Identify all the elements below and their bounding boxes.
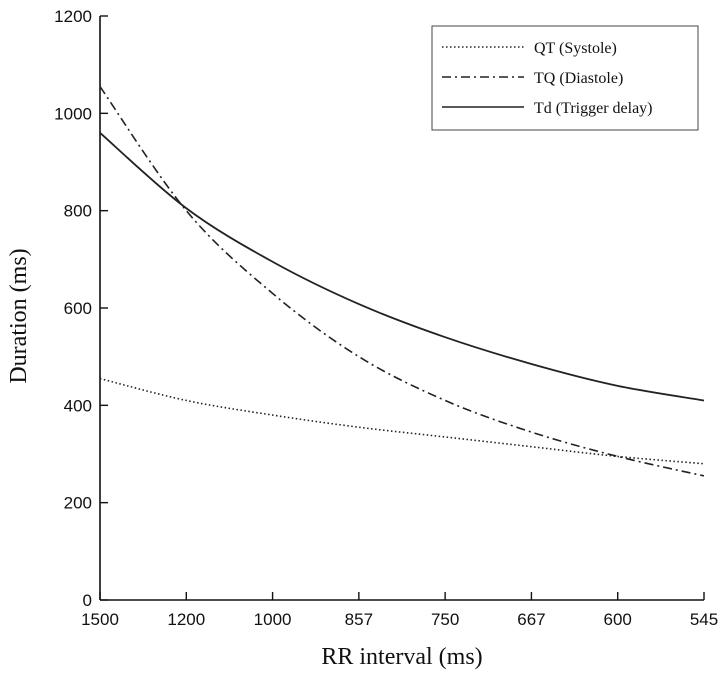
x-tick-label: 750	[431, 610, 459, 629]
y-tick-label: 0	[83, 591, 92, 610]
x-tick-label: 600	[604, 610, 632, 629]
legend-box	[431, 25, 699, 131]
y-axis-ticks: 0 200 400 600 800 1000 1200	[54, 7, 108, 610]
x-tick-label: 857	[345, 610, 373, 629]
y-tick-label: 1200	[54, 7, 92, 26]
legend-label: TQ (Diastole)	[534, 70, 623, 87]
x-tick-label: 667	[517, 610, 545, 629]
legend-label: QT (Systole)	[534, 40, 617, 57]
x-tick-label: 1000	[254, 610, 292, 629]
legend-label: Td (Trigger delay)	[534, 100, 653, 117]
y-tick-label: 1000	[54, 104, 92, 123]
x-axis-ticks: 1500 1200 1000 857 750 667 600 545	[81, 592, 718, 629]
x-tick-label: 1500	[81, 610, 119, 629]
legend: QT (Systole) TQ (Diastole) Td (Trigger del…	[431, 25, 699, 131]
y-tick-label: 400	[64, 396, 92, 415]
series-line-td	[99, 132, 705, 402]
y-axis-title: Duration (ms)	[6, 248, 32, 383]
y-tick-label: 600	[64, 299, 92, 318]
x-axis-title: RR interval (ms)	[321, 644, 482, 670]
series-layer	[99, 86, 705, 477]
x-tick-label: 545	[690, 610, 718, 629]
series-line-tq	[99, 86, 705, 477]
y-tick-label: 800	[64, 202, 92, 221]
x-tick-label: 1200	[167, 610, 205, 629]
y-tick-label: 200	[64, 494, 92, 513]
series-line-qt	[99, 377, 705, 465]
